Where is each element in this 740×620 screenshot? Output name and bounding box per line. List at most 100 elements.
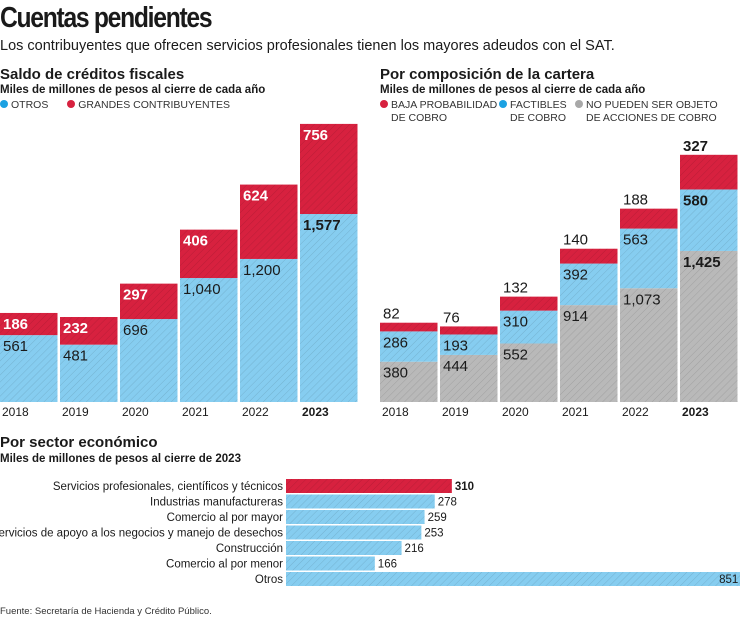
x-tick-label: 2018	[2, 405, 29, 419]
value-label: 166	[378, 559, 397, 571]
data-label: 580	[683, 192, 708, 209]
gray-dot-icon	[575, 100, 583, 108]
blue-dot-icon	[0, 100, 8, 108]
category-label: Comercio al por mayor	[167, 512, 283, 524]
hbar-1-hatch	[286, 494, 435, 509]
category-label: Servicios profesionales, científicos y t…	[53, 481, 283, 493]
bar-2020-1-hatch	[120, 283, 178, 320]
chart3-subtitle: Miles de millones de pesos al cierre de …	[0, 453, 241, 465]
hbar-6-hatch	[286, 572, 740, 586]
blue-dot-icon	[499, 100, 507, 108]
data-label: 82	[383, 306, 400, 323]
chart2-title: Por composición de la cartera	[380, 66, 595, 83]
value-label: 278	[438, 497, 457, 509]
category-label: Industrias manufactureras	[150, 497, 283, 509]
data-label: 696	[123, 322, 148, 339]
bar-2022-2-hatch	[620, 208, 678, 229]
data-label: 406	[183, 233, 208, 250]
bar-2022-0-hatch	[240, 258, 298, 402]
bar-2021-1-hatch	[560, 263, 618, 306]
hbar-4-hatch	[286, 541, 402, 555]
bar-2023-0-hatch	[300, 214, 358, 402]
category-label: Servicios de apoyo a los negocios y mane…	[0, 528, 283, 540]
x-tick-label: 2018	[382, 405, 409, 419]
chart1-title: Saldo de créditos fiscales	[0, 66, 185, 83]
x-tick-label: 2020	[122, 405, 149, 419]
bar-2023-2-hatch	[680, 154, 738, 190]
red-dot-icon	[67, 100, 76, 108]
bar-2018-1-hatch	[0, 312, 58, 336]
data-label: 561	[3, 338, 28, 355]
category-label: Otros	[255, 574, 283, 586]
data-label: 1,040	[183, 281, 221, 298]
bar-2020-0-hatch	[500, 343, 558, 402]
bar-2020-1-hatch	[500, 310, 558, 344]
data-label: 444	[443, 358, 468, 375]
value-label: 253	[424, 528, 443, 540]
bar-2023-1-hatch	[300, 123, 358, 215]
hbar-3-hatch	[286, 525, 422, 540]
source-note: Fuente: Secretaría de Hacienda y Crédito…	[0, 606, 212, 617]
data-label: 76	[443, 309, 460, 326]
bar-2018-1-hatch	[380, 331, 438, 362]
data-label: 481	[63, 348, 88, 365]
bar-2019-1-hatch	[440, 334, 498, 355]
hbar-5-hatch	[286, 556, 375, 571]
data-label: 232	[63, 320, 88, 337]
x-tick-label: 2019	[442, 405, 469, 419]
bar-2019-1-hatch	[60, 317, 118, 345]
data-label: 756	[303, 127, 328, 144]
bar-2019-0-hatch	[60, 344, 118, 402]
data-label: 297	[123, 287, 148, 304]
bar-2023-1-hatch	[680, 189, 738, 251]
data-label: 286	[383, 334, 408, 351]
data-label: 132	[503, 280, 528, 297]
value-label: 216	[405, 543, 424, 555]
value-label: 851	[719, 574, 738, 586]
x-tick-label: 2019	[62, 405, 89, 419]
chart1-legend: OTROS GRANDES CONTRIBUYENTES	[0, 99, 230, 112]
data-label: 1,425	[683, 254, 721, 271]
bar-2021-1-hatch	[180, 229, 238, 279]
x-tick-label: 2021	[562, 405, 589, 419]
x-tick-label: 2022	[622, 405, 649, 419]
data-label: 624	[243, 188, 269, 205]
data-label: 1,200	[243, 262, 281, 279]
data-label: 310	[503, 314, 528, 331]
x-tick-label: 2022	[242, 405, 269, 419]
bar-2020-2-hatch	[500, 296, 558, 311]
bar-2022-0-hatch	[620, 288, 678, 402]
data-label: 327	[683, 138, 708, 155]
bar-2019-0-hatch	[440, 354, 498, 402]
bar-2018-0-hatch	[380, 361, 438, 402]
data-label: 914	[563, 308, 588, 325]
category-label: Construcción	[216, 543, 283, 555]
hbar-2-hatch	[286, 510, 425, 524]
chart2-legend-item-0: BAJA PROBABILIDAD DE COBRO	[380, 99, 497, 125]
chart2-subtitle: Miles de millones de pesos al cierre de …	[380, 84, 646, 96]
x-tick-label: 2023	[682, 405, 709, 419]
hbar-0-hatch	[286, 479, 452, 493]
bar-2020-0-hatch	[120, 319, 178, 402]
bar-2022-1-hatch	[620, 228, 678, 289]
value-label: 259	[428, 512, 447, 524]
chart2-legend-item-1: FACTIBLES DE COBRO	[499, 99, 567, 125]
chart3-title: Por sector económico	[0, 434, 158, 451]
bar-2018-0-hatch	[0, 335, 58, 402]
x-tick-label: 2023	[302, 405, 329, 419]
bar-2021-0-hatch	[560, 305, 618, 402]
bar-2019-2-hatch	[440, 326, 498, 335]
data-label: 392	[563, 267, 588, 284]
bar-2018-2-hatch	[380, 322, 438, 332]
data-label: 186	[3, 316, 28, 333]
x-tick-label: 2021	[182, 405, 209, 419]
page-subtitle: Los contribuyentes que ofrecen servicios…	[0, 38, 615, 54]
bar-2021-2-hatch	[560, 248, 618, 264]
red-dot-icon	[380, 100, 388, 108]
data-label: 188	[623, 192, 648, 209]
chart2-legend-item-2: NO PUEDEN SER OBJETO DE ACCIONES DE COBRO	[575, 99, 718, 125]
bar-2023-0-hatch	[680, 250, 738, 402]
data-label: 563	[623, 232, 648, 249]
